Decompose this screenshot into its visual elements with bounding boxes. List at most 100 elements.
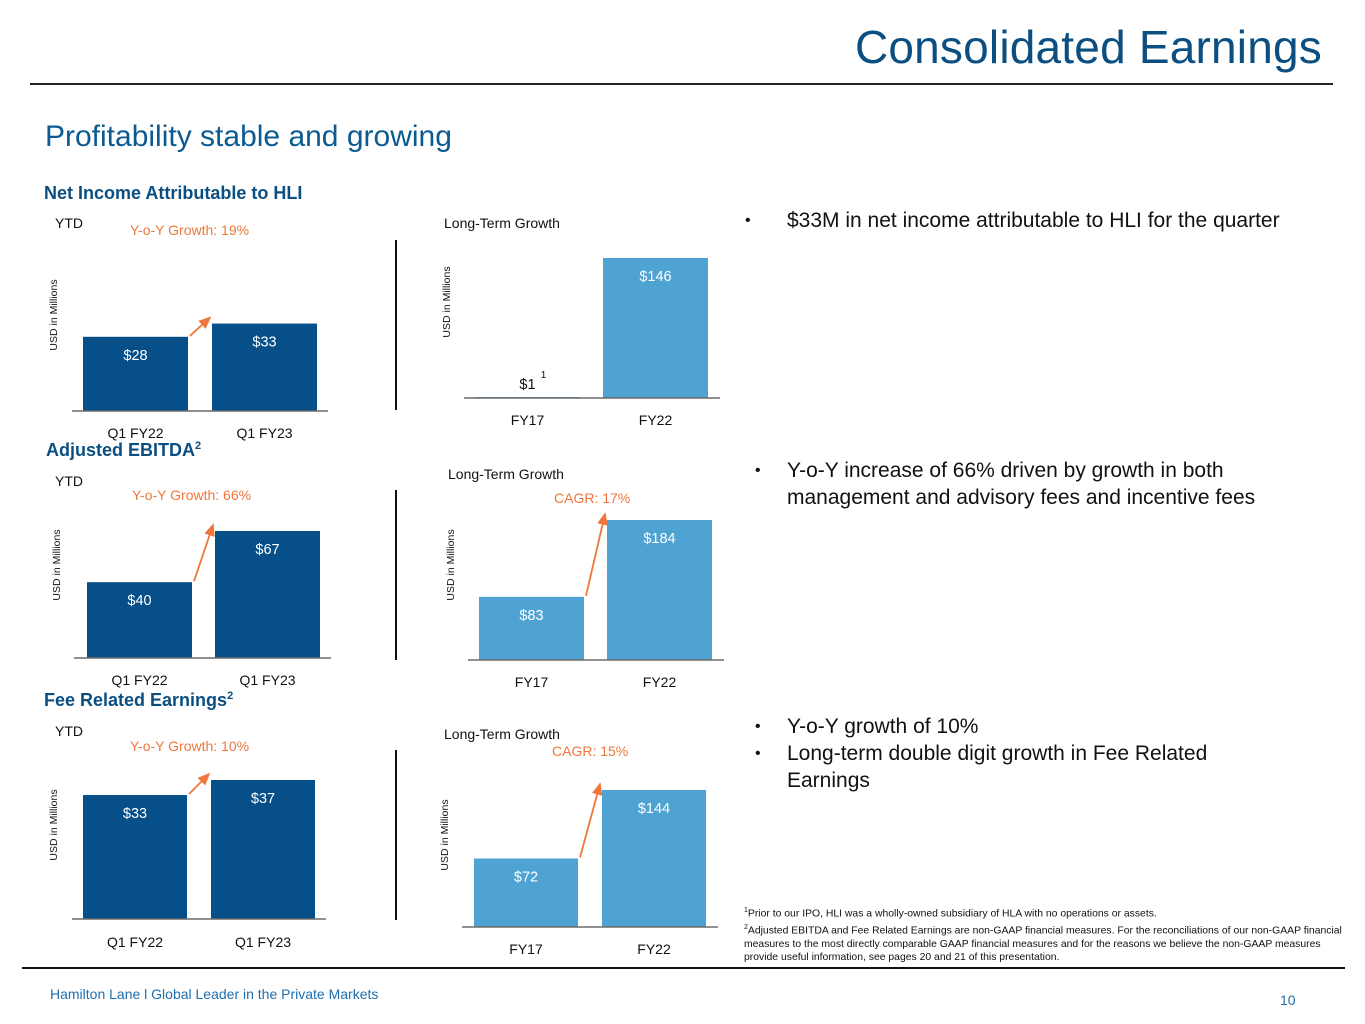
bar-fy17 <box>474 858 578 927</box>
growth-arrow <box>188 772 211 795</box>
data-label: $67 <box>255 542 279 558</box>
title-divider <box>30 83 1333 85</box>
slide-subtitle: Profitability stable and growing <box>45 120 452 153</box>
footer-tagline: Hamilton Lane l Global Leader in the Pri… <box>50 986 379 1002</box>
y-axis-label: USD in Millions <box>48 279 60 350</box>
growth-annotation: Y-o-Y Growth: 10% <box>130 738 249 754</box>
bar-fy22 <box>607 520 712 660</box>
footnotes: 1Prior to our IPO, HLI was a wholly-owne… <box>744 904 1349 965</box>
y-axis-label: USD in Millions <box>445 529 457 600</box>
bar-fy22 <box>602 790 706 927</box>
bullet-text: Y-o-Y growth of 10% <box>787 715 979 738</box>
footer-divider <box>22 967 1345 969</box>
chart-title: YTD <box>55 723 83 739</box>
growth-annotation: Y-o-Y Growth: 19% <box>130 222 249 238</box>
commentary-fee-related-earnings: • Y-o-Y growth of 10% • Long-term double… <box>745 713 1275 794</box>
data-label: $37 <box>251 791 275 807</box>
footnote-1: 1Prior to our IPO, HLI was a wholly-owne… <box>744 904 1349 921</box>
chart-title: Long-Term Growth <box>444 726 560 742</box>
bullet-icon: • <box>755 718 761 735</box>
bar-q1-fy22 <box>83 795 187 919</box>
page-title: Consolidated Earnings <box>854 21 1322 73</box>
section-title-superscript: 2 <box>195 440 202 452</box>
x-tick-label: FY22 <box>639 412 673 428</box>
chart-adjusted-ebitda-long-term: Long-Term Growth CAGR: 17% USD in Millions… <box>445 466 724 690</box>
section-title-adjusted-ebitda: Adjusted EBITDA2 <box>46 440 201 461</box>
bullet-item: • Y-o-Y increase of 66% driven by growth… <box>755 457 1315 511</box>
y-axis-label: USD in Millions <box>441 266 453 337</box>
section-title-superscript: 2 <box>227 690 234 702</box>
chart-title: YTD <box>55 473 83 489</box>
chart-net-income-ytd: YTD Y-o-Y Growth: 19% USD in Millions $28 Q1… <box>48 215 328 441</box>
y-axis-label: USD in Millions <box>51 529 63 600</box>
x-tick-label: Q1 FY23 <box>236 425 292 441</box>
growth-arrow <box>585 512 608 597</box>
chart-adjusted-ebitda-ytd: YTD Y-o-Y Growth: 66% USD in Millions $40 Q1… <box>51 473 331 688</box>
chart-fee-related-earnings-ytd: YTD Y-o-Y Growth: 10% USD in Millions $33 Q1… <box>48 723 326 950</box>
section-title-text: Adjusted EBITDA <box>46 440 196 460</box>
data-label: $83 <box>519 608 543 624</box>
bar-q1-fy23 <box>212 323 317 411</box>
commentary-adjusted-ebitda: • Y-o-Y increase of 66% driven by growth… <box>745 457 1315 511</box>
chart-divider <box>395 750 397 920</box>
bullet-icon: • <box>745 212 751 229</box>
data-label: $146 <box>639 269 671 285</box>
x-tick-label: FY22 <box>637 941 671 957</box>
data-label: $33 <box>123 806 147 822</box>
data-label: $72 <box>514 870 538 886</box>
section-title-text: Net Income Attributable to HLI <box>44 183 303 203</box>
section-title-net-income: Net Income Attributable to HLI <box>44 183 302 204</box>
bar-q1-fy22 <box>87 582 192 658</box>
chart-title: YTD <box>55 215 83 231</box>
x-tick-label: Q1 FY22 <box>111 672 167 688</box>
bar-fy17 <box>479 596 584 660</box>
x-tick-label: FY17 <box>511 412 545 428</box>
data-label: $33 <box>252 335 276 351</box>
bar-q1-fy22 <box>83 336 188 411</box>
data-label: $184 <box>643 531 675 547</box>
footnote-mark: 2 <box>744 923 748 931</box>
x-tick-label: Q1 FY23 <box>235 934 291 950</box>
growth-arrow <box>189 316 212 337</box>
bar-q1-fy23 <box>215 531 320 658</box>
x-tick-label: FY22 <box>643 674 677 690</box>
growth-annotation: Y-o-Y Growth: 66% <box>132 487 251 503</box>
x-tick-label: Q1 FY22 <box>107 425 163 441</box>
x-tick-label: Q1 FY23 <box>239 672 295 688</box>
bullet-text: Long-term double digit growth in Fee Rel… <box>787 742 1208 792</box>
bullet-icon: • <box>755 462 761 479</box>
y-axis-label: USD in Millions <box>439 799 451 870</box>
chart-divider <box>395 490 397 660</box>
x-tick-label: Q1 FY22 <box>107 934 163 950</box>
section-title-text: Fee Related Earnings <box>44 690 228 710</box>
data-label: $40 <box>127 593 151 609</box>
bar-q1-fy23 <box>211 780 315 919</box>
y-axis-label: USD in Millions <box>48 789 60 860</box>
data-label: $1 <box>519 377 535 393</box>
bullet-item: • Long-term double digit growth in Fee R… <box>755 740 1275 794</box>
growth-arrow <box>193 523 215 582</box>
bullet-item: • Y-o-Y growth of 10% <box>755 713 1275 740</box>
footnote-text: Adjusted EBITDA and Fee Related Earnings… <box>744 925 1342 964</box>
commentary-net-income: • $33M in net income attributable to HLI… <box>745 207 1345 234</box>
growth-arrow <box>579 782 603 858</box>
page-number: 10 <box>1280 992 1296 1008</box>
data-label-footnote-mark: 1 <box>541 370 547 381</box>
chart-title: Long-Term Growth <box>448 466 564 482</box>
bullet-text: $33M in net income attributable to HLI f… <box>787 209 1280 232</box>
footnote-2: 2Adjusted EBITDA and Fee Related Earning… <box>744 921 1349 965</box>
chart-title: Long-Term Growth <box>444 215 560 231</box>
footnote-mark: 1 <box>744 907 748 914</box>
bullet-icon: • <box>755 745 761 762</box>
chart-divider <box>395 240 397 410</box>
data-label: $28 <box>123 348 147 364</box>
chart-net-income-long-term: Long-Term Growth USD in Millions $1 1 FY17 $1… <box>441 215 720 428</box>
bar-fy22 <box>603 258 708 398</box>
growth-annotation: CAGR: 15% <box>552 743 628 759</box>
section-title-fee-related-earnings: Fee Related Earnings2 <box>44 690 233 711</box>
bullet-text: Y-o-Y increase of 66% driven by growth i… <box>787 459 1256 509</box>
x-tick-label: FY17 <box>515 674 549 690</box>
footnote-text: Prior to our IPO, HLI was a wholly-owned… <box>747 908 1157 920</box>
growth-annotation: CAGR: 17% <box>554 490 630 506</box>
x-tick-label: FY17 <box>509 941 543 957</box>
